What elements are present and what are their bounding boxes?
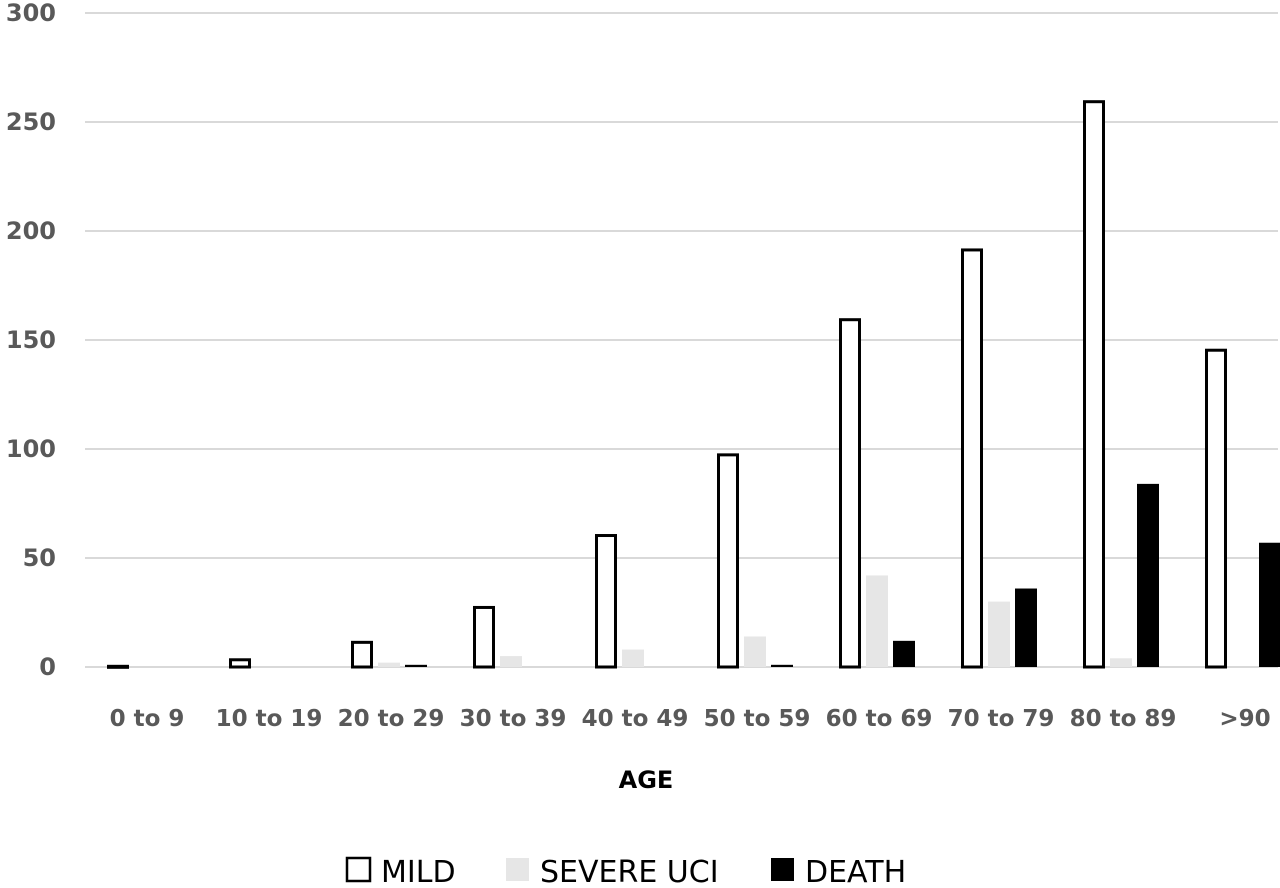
x-tick-label: 10 to 19 <box>216 706 323 732</box>
bar-mild <box>229 658 251 669</box>
bar-severe-uci <box>1110 658 1132 667</box>
x-tick-label: 50 to 59 <box>704 706 811 732</box>
bar-mild <box>107 664 129 669</box>
legend-swatch-mild <box>345 856 372 883</box>
bar-mild <box>839 318 861 669</box>
bars <box>107 100 1280 669</box>
bar-severe-uci <box>988 601 1010 667</box>
y-tick-label: 100 <box>6 435 56 463</box>
bar-mild <box>717 453 739 669</box>
x-tick-label: 30 to 39 <box>460 706 567 732</box>
y-axis-ticks: 0 50 100 150 200 250 300 <box>6 0 56 681</box>
legend: MILD SEVERE UCI DEATH <box>345 855 906 888</box>
legend-label-death: DEATH <box>805 855 906 888</box>
x-tick-label: 80 to 89 <box>1070 706 1177 732</box>
y-tick-label: 150 <box>6 326 56 354</box>
y-tick-label: 50 <box>23 544 56 572</box>
bar-mild <box>1205 348 1227 669</box>
bar-mild <box>961 248 983 669</box>
bar-mild <box>1083 100 1105 669</box>
bar-severe-uci <box>744 636 766 667</box>
y-tick-label: 300 <box>6 0 56 27</box>
bar-severe-uci <box>866 575 888 667</box>
bar-death <box>1015 588 1037 667</box>
legend-swatch-death <box>771 858 794 881</box>
bar-mild <box>351 640 373 669</box>
grid-lines <box>85 12 1278 668</box>
bar-mild <box>473 605 495 669</box>
legend-swatch-severe-uci <box>506 858 529 881</box>
x-tick-label: >90 <box>1219 706 1270 732</box>
bar-death <box>1137 483 1159 667</box>
legend-label-mild: MILD <box>381 855 456 888</box>
x-axis-label: AGE <box>619 766 674 794</box>
y-tick-label: 250 <box>6 108 56 136</box>
bar-death <box>1259 542 1280 667</box>
bar-death <box>893 640 915 667</box>
bar-mild <box>595 534 617 669</box>
bar-death <box>405 664 427 667</box>
legend-label-severe-uci: SEVERE UCI <box>540 855 719 888</box>
bar-severe-uci <box>500 656 522 667</box>
x-tick-label: 40 to 49 <box>582 706 689 732</box>
x-axis-ticks: 0 to 9 10 to 19 20 to 29 30 to 39 40 to 49 50… <box>110 706 1271 732</box>
x-tick-label: 70 to 79 <box>948 706 1055 732</box>
x-tick-label: 60 to 69 <box>826 706 933 732</box>
y-tick-label: 0 <box>39 653 56 681</box>
bar-severe-uci <box>378 662 400 667</box>
bar-severe-uci <box>622 649 644 667</box>
x-tick-label: 0 to 9 <box>110 706 185 732</box>
x-tick-label: 20 to 29 <box>338 706 445 732</box>
bar-death <box>771 664 793 667</box>
y-tick-label: 200 <box>6 217 56 245</box>
